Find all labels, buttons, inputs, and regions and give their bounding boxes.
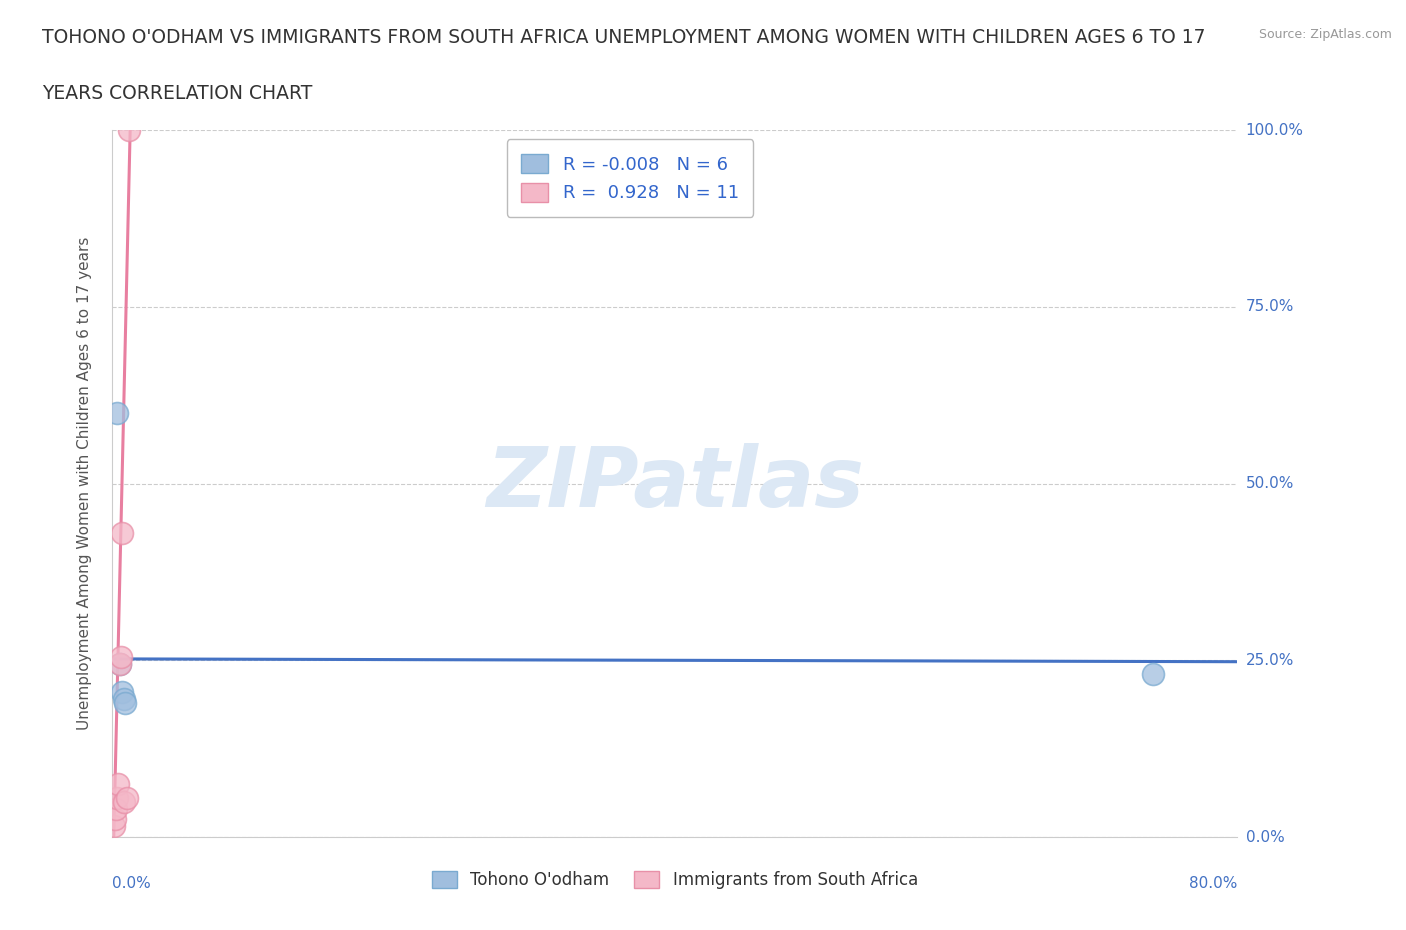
Point xyxy=(103,819,125,834)
Point xyxy=(107,790,129,805)
Text: ZIPatlas: ZIPatlas xyxy=(486,443,863,525)
Text: Source: ZipAtlas.com: Source: ZipAtlas.com xyxy=(1258,28,1392,41)
Text: 75.0%: 75.0% xyxy=(1246,299,1294,314)
Text: 80.0%: 80.0% xyxy=(1189,876,1237,891)
Text: 100.0%: 100.0% xyxy=(1246,123,1303,138)
Point xyxy=(108,657,131,671)
Point xyxy=(115,790,138,805)
Y-axis label: Unemployment Among Women with Children Ages 6 to 17 years: Unemployment Among Women with Children A… xyxy=(77,237,91,730)
Point xyxy=(112,692,135,707)
Point xyxy=(108,657,131,671)
Point xyxy=(104,812,127,827)
Legend: Tohono O'odham, Immigrants from South Africa: Tohono O'odham, Immigrants from South Af… xyxy=(425,864,925,896)
Point xyxy=(1142,667,1164,682)
Text: YEARS CORRELATION CHART: YEARS CORRELATION CHART xyxy=(42,84,312,102)
Text: TOHONO O'ODHAM VS IMMIGRANTS FROM SOUTH AFRICA UNEMPLOYMENT AMONG WOMEN WITH CHI: TOHONO O'ODHAM VS IMMIGRANTS FROM SOUTH … xyxy=(42,28,1206,46)
Point xyxy=(114,696,136,711)
Text: 0.0%: 0.0% xyxy=(1246,830,1284,844)
Point xyxy=(105,405,128,420)
Point xyxy=(105,802,127,817)
Point xyxy=(112,794,135,809)
Point xyxy=(111,525,134,540)
Text: 0.0%: 0.0% xyxy=(112,876,152,891)
Point xyxy=(111,684,134,699)
Point xyxy=(107,777,129,791)
Text: 50.0%: 50.0% xyxy=(1246,476,1294,491)
Text: 25.0%: 25.0% xyxy=(1246,653,1294,668)
Point xyxy=(118,123,141,138)
Point xyxy=(110,649,132,664)
